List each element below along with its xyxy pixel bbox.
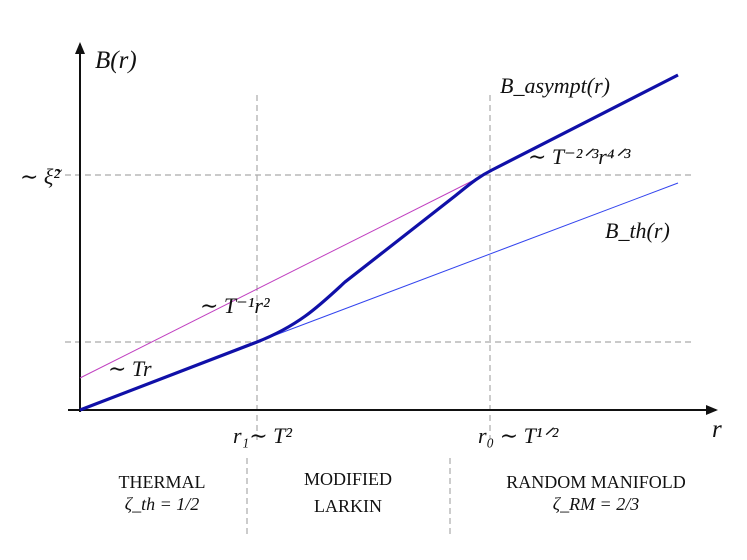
larkin-label: ∼ T⁻¹r² bbox=[200, 293, 270, 318]
y-axis-label: B(r) bbox=[95, 47, 137, 74]
x-axis-label: r bbox=[712, 416, 722, 443]
asympt-line bbox=[79, 170, 493, 379]
xi-label: ∼ ξ̃² bbox=[20, 164, 62, 189]
thermal-line bbox=[256, 182, 679, 343]
linear-label: ∼ Tr bbox=[108, 356, 152, 381]
regime-name: RANDOM MANIFOLD bbox=[506, 472, 686, 492]
power-label: ∼ T⁻²ᐟ³r⁴ᐟ³ bbox=[528, 144, 631, 169]
regime-exponent: ζ_RM = 2/3 bbox=[553, 494, 639, 514]
r1-label: r₁∼ T² bbox=[233, 423, 292, 448]
r0-label: r₀ ∼ T¹ᐟ² bbox=[478, 423, 559, 448]
regime-name: THERMAL bbox=[119, 472, 206, 492]
thermal-fit-label: B_th(r) bbox=[605, 218, 670, 243]
asympt-label: B_asympt(r) bbox=[500, 73, 610, 98]
main-curve bbox=[79, 73, 679, 412]
regime-exponent: ζ_th = 1/2 bbox=[125, 494, 199, 514]
regime-name: MODIFIED bbox=[304, 469, 392, 489]
regime-name: LARKIN bbox=[314, 496, 382, 516]
